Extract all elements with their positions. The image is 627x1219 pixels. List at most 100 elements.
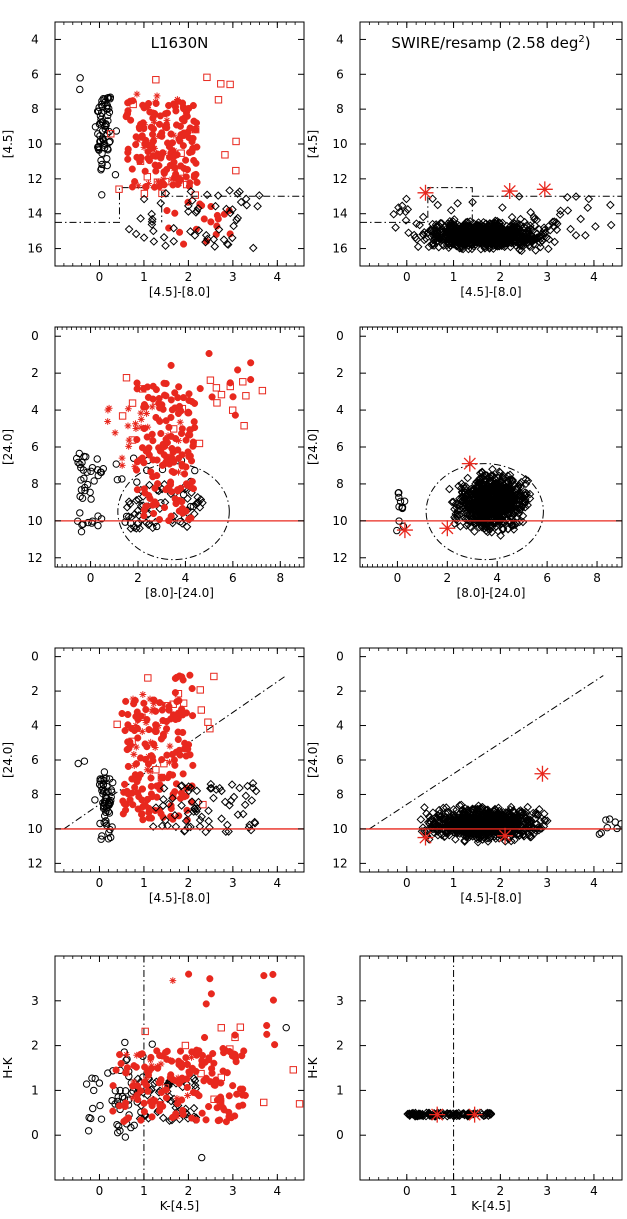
data-point xyxy=(475,475,485,484)
data-point xyxy=(481,237,490,247)
x-tick-label: 4 xyxy=(590,270,598,284)
data-point xyxy=(444,830,454,840)
data-point xyxy=(186,671,194,679)
data-point xyxy=(502,824,512,834)
data-point xyxy=(145,808,153,817)
x-tick-label: 8 xyxy=(593,571,601,585)
data-point xyxy=(258,386,267,395)
data-point xyxy=(192,1116,200,1124)
data-point xyxy=(181,1041,190,1050)
data-point xyxy=(113,1120,121,1129)
data-point xyxy=(591,222,600,231)
data-point xyxy=(144,423,152,431)
data-point xyxy=(124,224,134,234)
data-point xyxy=(179,142,187,150)
data-point xyxy=(225,186,234,195)
data-point xyxy=(121,518,129,526)
data-point xyxy=(505,487,515,497)
data-point xyxy=(470,488,480,498)
data-point xyxy=(158,756,166,764)
x-tick-label: 8 xyxy=(276,571,284,585)
data-point xyxy=(140,699,148,707)
y-tick-label: 10 xyxy=(27,137,42,151)
data-point xyxy=(549,217,559,226)
x-tick-label: 2 xyxy=(185,876,193,890)
data-point xyxy=(153,793,161,801)
data-point xyxy=(485,521,494,531)
data-point xyxy=(521,479,531,489)
y-tick-label: 8 xyxy=(31,477,39,491)
data-point xyxy=(235,187,244,196)
data-point xyxy=(129,97,137,105)
data-point xyxy=(437,218,447,228)
data-point xyxy=(148,214,157,224)
data-point xyxy=(99,137,108,145)
data-point xyxy=(148,1040,156,1048)
data-point xyxy=(552,225,562,235)
x-axis-label: K-[4.5] xyxy=(160,1199,199,1213)
data-point xyxy=(138,385,147,393)
data-point xyxy=(555,210,565,219)
data-point xyxy=(173,96,181,103)
data-point xyxy=(214,225,224,234)
data-point xyxy=(151,500,159,508)
y-tick-label: 2 xyxy=(31,366,39,380)
data-point xyxy=(196,686,204,694)
y-axis-label: [4.5] xyxy=(1,130,15,158)
y-axis-label: [24.0] xyxy=(1,429,15,465)
data-point xyxy=(189,1074,199,1083)
data-point xyxy=(140,143,148,151)
data-point xyxy=(448,232,458,242)
data-point xyxy=(221,827,231,836)
data-point xyxy=(234,366,242,374)
data-point xyxy=(140,485,148,493)
data-point xyxy=(449,805,458,814)
data-point xyxy=(138,454,146,462)
data-point xyxy=(161,177,170,186)
data-point xyxy=(419,230,428,240)
data-point xyxy=(503,504,512,514)
data-point xyxy=(159,232,169,242)
data-point xyxy=(433,232,442,241)
data-point xyxy=(80,757,89,765)
data-point xyxy=(263,1021,271,1030)
data-point xyxy=(504,230,514,239)
data-point xyxy=(166,480,175,489)
data-point xyxy=(501,837,510,846)
data-point xyxy=(156,1101,165,1109)
data-point xyxy=(140,1108,148,1116)
data-point xyxy=(168,467,176,475)
data-point xyxy=(485,477,494,487)
data-point xyxy=(500,474,510,484)
data-point xyxy=(509,225,519,235)
x-tick-label: 4 xyxy=(274,270,282,284)
data-point xyxy=(193,1090,201,1098)
data-point xyxy=(219,1044,227,1053)
data-point xyxy=(118,461,126,469)
data-point xyxy=(100,776,108,785)
data-point xyxy=(78,494,87,502)
data-point xyxy=(192,804,202,814)
x-tick-label: 0 xyxy=(403,876,411,890)
data-point xyxy=(156,112,164,120)
data-point xyxy=(105,127,113,136)
data-point xyxy=(217,80,225,88)
data-point xyxy=(186,822,195,832)
x-tick-label: 3 xyxy=(543,876,551,890)
data-point xyxy=(190,804,199,814)
data-point xyxy=(238,809,248,819)
data-point xyxy=(475,828,484,838)
data-point xyxy=(475,816,485,826)
data-point xyxy=(217,814,226,824)
data-point xyxy=(184,745,192,753)
data-point xyxy=(180,129,188,137)
y-tick-label: 12 xyxy=(27,172,42,186)
data-point xyxy=(513,482,523,492)
data-point xyxy=(103,144,112,153)
data-point xyxy=(487,229,497,238)
data-point xyxy=(127,1123,135,1132)
data-point xyxy=(124,710,132,719)
data-point xyxy=(172,107,180,115)
data-point xyxy=(544,235,554,244)
data-point xyxy=(509,501,519,510)
